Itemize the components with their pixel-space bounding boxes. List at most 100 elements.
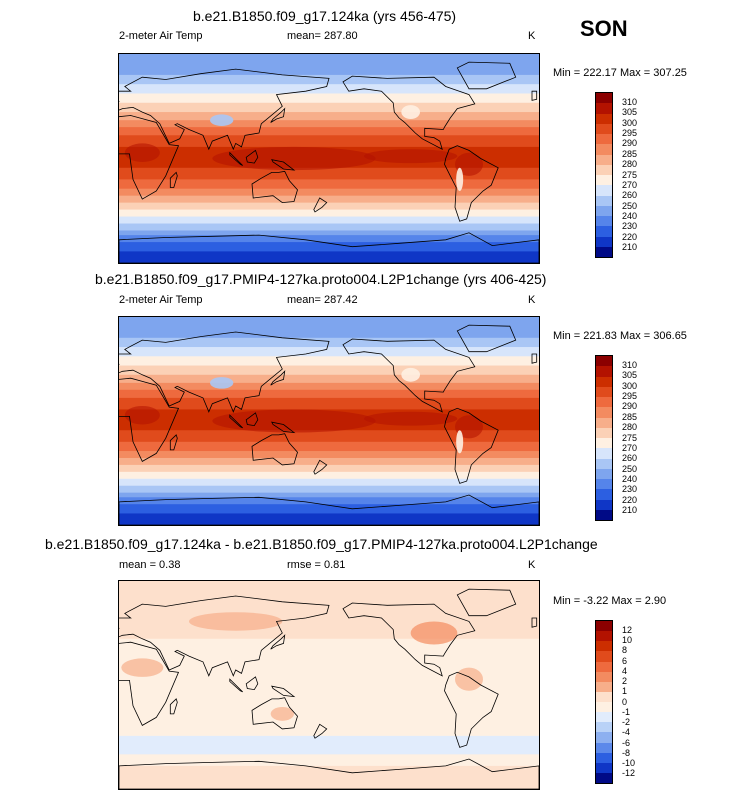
colorbar-segment xyxy=(596,236,612,247)
colorbar-tick-label: 260 xyxy=(622,190,638,201)
panel-1-minmax-label: Min = 222.17 Max = 307.25 xyxy=(553,67,687,79)
colorbar-tick-label: 240 xyxy=(622,211,638,221)
colorbar-segment xyxy=(596,175,612,186)
field-band xyxy=(119,188,539,197)
colorbar-tick-label: -8 xyxy=(622,747,631,758)
panel-1-colorbar xyxy=(595,92,613,258)
field-band xyxy=(119,620,539,640)
colorbar-segment xyxy=(596,661,612,672)
colorbar-tick-label: -4 xyxy=(622,727,631,738)
field-band xyxy=(119,735,539,755)
field-band xyxy=(119,195,539,204)
colorbar-tick-label: 310 xyxy=(622,96,638,107)
colorbar-segment xyxy=(596,427,612,438)
colorbar-tick-label: 295 xyxy=(622,128,638,138)
coastline xyxy=(119,758,539,789)
field-band xyxy=(119,102,539,113)
panel-1-mean-label: mean= 287.80 xyxy=(287,30,358,42)
field-blob xyxy=(455,152,483,176)
field-band xyxy=(119,202,539,211)
field-band xyxy=(119,135,539,148)
coastline xyxy=(119,232,539,263)
colorbar-segment xyxy=(596,499,612,510)
colorbar-tick-label: 290 xyxy=(622,138,638,149)
colorbar-segment xyxy=(596,479,612,490)
panel-2-units-label: K xyxy=(528,294,536,306)
colorbar-tick-label: 10 xyxy=(622,635,633,645)
colorbar-tick-label: 310 xyxy=(622,359,638,370)
panel-1-units-label: K xyxy=(528,30,536,42)
field-blob xyxy=(455,415,483,439)
panel-3-colorbar xyxy=(595,620,613,784)
colorbar-tick-label: 295 xyxy=(622,391,638,401)
field-blob xyxy=(210,377,234,389)
panel-3-mean-label: mean = 0.38 xyxy=(119,559,181,571)
field-band xyxy=(119,478,539,487)
panel-2-variable-label: 2-meter Air Temp xyxy=(119,294,203,306)
coastline xyxy=(531,617,538,628)
field-band xyxy=(119,451,539,459)
colorbar-segment xyxy=(596,742,612,753)
field-band xyxy=(119,698,539,721)
field-band xyxy=(119,581,539,621)
colorbar-segment xyxy=(596,631,612,642)
field-blob xyxy=(410,621,458,645)
coastline xyxy=(313,197,328,213)
colorbar-segment xyxy=(596,195,612,206)
colorbar-segment xyxy=(596,185,612,196)
field-blob xyxy=(401,105,420,120)
colorbar-segment xyxy=(596,417,612,428)
field-blob xyxy=(364,149,458,164)
colorbar-segment xyxy=(596,246,612,257)
field-band xyxy=(119,471,539,480)
field-band xyxy=(119,54,539,76)
field-band xyxy=(119,504,539,514)
coastline xyxy=(271,421,296,434)
colorbar-segment xyxy=(596,93,612,104)
map-field xyxy=(119,317,539,525)
colorbar-tick-label: 220 xyxy=(622,231,638,242)
field-blob xyxy=(121,658,164,677)
colorbar-segment xyxy=(596,226,612,237)
colorbar-tick-label: 305 xyxy=(622,107,638,118)
colorbar-tick-label: 1 xyxy=(622,686,628,697)
colorbar-tick-label: 0 xyxy=(622,696,628,707)
panel-2-minmax-label: Min = 221.83 Max = 306.65 xyxy=(553,330,687,342)
field-band xyxy=(119,93,539,104)
coastline xyxy=(119,641,180,726)
coastline xyxy=(456,61,517,90)
field-band xyxy=(119,223,539,231)
colorbar-segment xyxy=(596,123,612,134)
colorbar-tick-label: 280 xyxy=(622,422,638,433)
colorbar-segment xyxy=(596,366,612,377)
field-band xyxy=(119,754,539,767)
field-band xyxy=(119,497,539,505)
field-band xyxy=(119,492,539,498)
colorbar-tick-label: -6 xyxy=(622,737,631,748)
field-blob xyxy=(270,706,294,721)
colorbar-segment xyxy=(596,671,612,682)
coastline xyxy=(342,602,476,677)
colorbar-tick-label: 6 xyxy=(622,655,628,666)
colorbar-segment xyxy=(596,752,612,763)
panel-3-minmax-label: Min = -3.22 Max = 2.90 xyxy=(553,595,667,607)
colorbar-segment xyxy=(596,732,612,743)
field-band xyxy=(119,356,539,367)
coastline xyxy=(531,90,538,101)
coastline xyxy=(270,370,286,386)
colorbar-tick-label: 270 xyxy=(622,442,638,453)
colorbar-segment xyxy=(596,509,612,520)
field-blob xyxy=(364,411,458,426)
colorbar-tick-label: 220 xyxy=(622,494,638,505)
colorbar-tick-label: 4 xyxy=(622,665,628,676)
colorbar-segment xyxy=(596,651,612,662)
colorbar-segment xyxy=(596,205,612,216)
colorbar-segment xyxy=(596,438,612,449)
coastline xyxy=(531,353,538,364)
field-band xyxy=(119,430,539,443)
field-blob xyxy=(124,405,160,425)
panel-2-map xyxy=(118,316,540,526)
colorbar-segment xyxy=(596,164,612,175)
colorbar-tick-label: 12 xyxy=(622,624,633,635)
coastline xyxy=(444,145,499,222)
